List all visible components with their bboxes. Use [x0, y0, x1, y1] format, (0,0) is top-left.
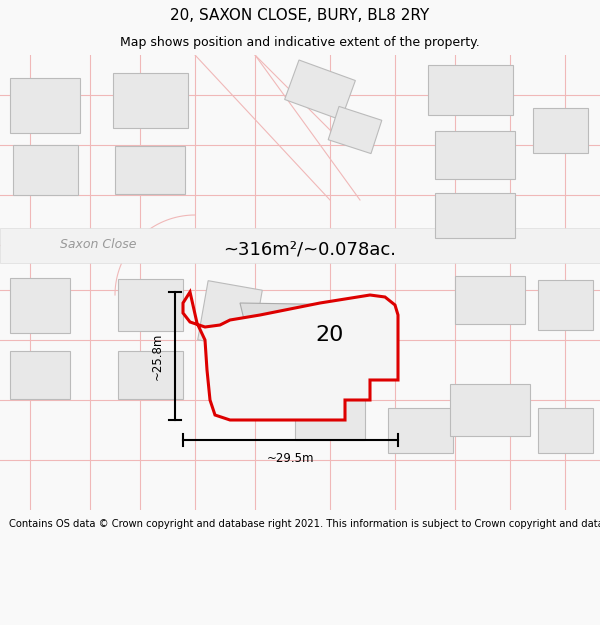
Polygon shape [115, 146, 185, 194]
Polygon shape [13, 145, 77, 195]
Text: ~316m²/~0.078ac.: ~316m²/~0.078ac. [223, 241, 397, 259]
Polygon shape [284, 60, 355, 120]
Polygon shape [295, 390, 365, 440]
Polygon shape [538, 408, 593, 452]
Polygon shape [113, 72, 187, 127]
Polygon shape [118, 351, 182, 399]
Polygon shape [533, 107, 587, 152]
Text: Saxon Close: Saxon Close [60, 239, 137, 251]
Text: 20, SAXON CLOSE, BURY, BL8 2RY: 20, SAXON CLOSE, BURY, BL8 2RY [170, 8, 430, 23]
Polygon shape [427, 65, 512, 115]
Text: ~29.5m: ~29.5m [267, 451, 314, 464]
Polygon shape [10, 278, 70, 332]
Text: ~25.8m: ~25.8m [151, 332, 163, 379]
Polygon shape [450, 384, 530, 436]
Polygon shape [118, 279, 182, 331]
Text: Contains OS data © Crown copyright and database right 2021. This information is : Contains OS data © Crown copyright and d… [9, 519, 600, 529]
Polygon shape [10, 351, 70, 399]
Polygon shape [435, 131, 515, 179]
Text: Map shows position and indicative extent of the property.: Map shows position and indicative extent… [120, 36, 480, 49]
Polygon shape [435, 192, 515, 238]
Polygon shape [183, 292, 398, 420]
Polygon shape [10, 78, 80, 132]
Text: 20: 20 [316, 325, 344, 345]
Bar [0, 228, 600, 262]
Polygon shape [455, 276, 525, 324]
Polygon shape [270, 385, 340, 415]
Polygon shape [328, 106, 382, 154]
Polygon shape [198, 281, 262, 349]
Polygon shape [538, 280, 593, 330]
Polygon shape [388, 408, 452, 452]
Polygon shape [240, 303, 375, 365]
